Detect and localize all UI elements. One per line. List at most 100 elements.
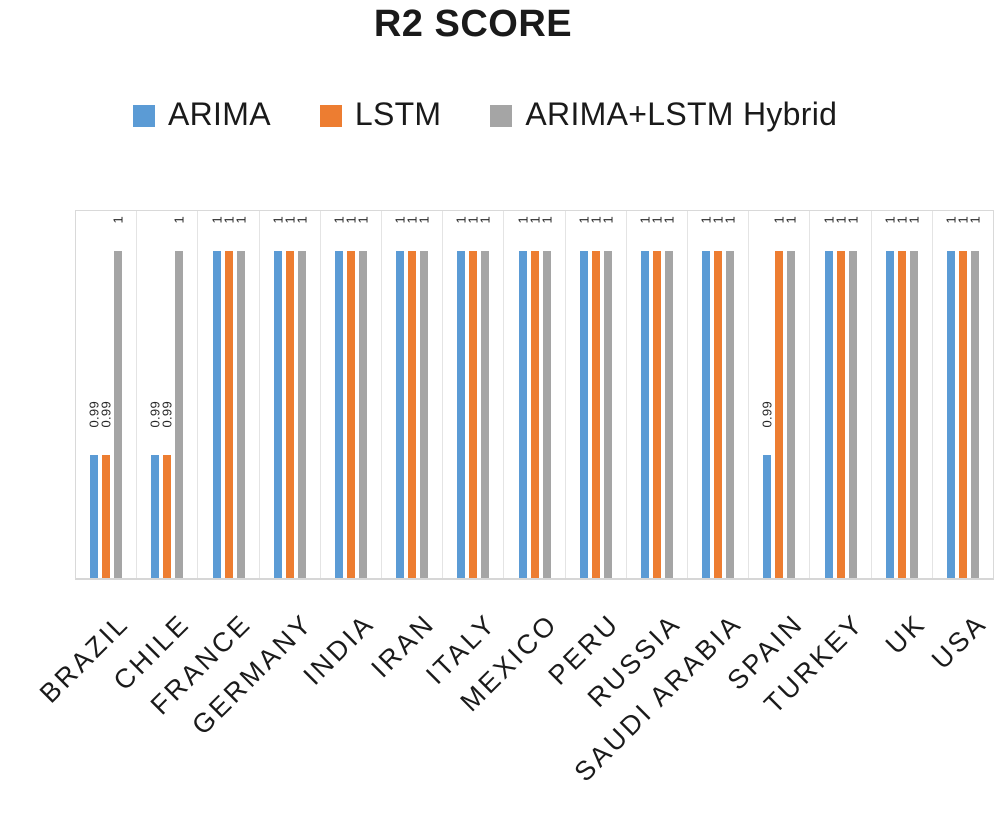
bar-group-cell: 1 <box>294 211 309 578</box>
plot-area: 0.99 0.99 1 0.99 0.99 1 1 1 1 1 1 1 1 1 1 1 1 1 1 1 1 1 1 1 1 1 1 1… <box>75 210 994 580</box>
bar-value-label: 1 <box>906 216 922 224</box>
bar-arima-france <box>212 251 221 578</box>
bar-group-cell: 1 <box>209 211 224 578</box>
bar-lstm-iran <box>408 251 417 578</box>
bar-arima-turkey <box>824 251 833 578</box>
bar-group-cell: 1 <box>466 211 481 578</box>
bar-value-label: 0.99 <box>98 401 114 428</box>
legend-item-arima: ARIMA <box>133 96 271 133</box>
chart-title: R2 SCORE <box>373 3 573 45</box>
bar-value-label: 1 <box>661 216 677 224</box>
bar-group-cell: 1 <box>331 211 346 578</box>
bar-value-label: 1 <box>845 216 861 224</box>
bar-group-cell: 1 <box>906 211 922 578</box>
bar-group-cell: 1 <box>943 211 958 578</box>
bar-arima-italy <box>457 251 466 578</box>
bar-group-cell: 0.99 <box>760 211 775 578</box>
bar-lstm-spain <box>775 251 784 578</box>
bar-group-cell: 1 <box>477 211 493 578</box>
bar-group-cell: 0.99 <box>98 211 114 578</box>
bar-group-cell: 1 <box>527 211 542 578</box>
bar-group-cell: 1 <box>845 211 861 578</box>
category-label-india: INDIA <box>297 608 380 691</box>
bar-group-cell: 1 <box>416 211 432 578</box>
category-label-usa: USA <box>925 608 993 675</box>
bar-value-label: 1 <box>539 216 555 224</box>
bar-arima-russia <box>640 251 649 578</box>
bar-arima-usa <box>946 251 955 578</box>
bar-value-label: 1 <box>171 216 187 224</box>
bar-arima-lstm-hybrid-peru <box>603 251 612 578</box>
bar-group-cell: 0.99 <box>148 211 163 578</box>
bar-group-cell: 1 <box>833 211 848 578</box>
legend-label-hybrid: ARIMA+LSTM Hybrid <box>525 95 838 132</box>
bar-arima-lstm-hybrid-spain <box>787 251 796 578</box>
bar-arima-lstm-hybrid-germany <box>297 251 306 578</box>
bar-value-label: 1 <box>477 216 493 224</box>
bar-value-label: 1 <box>722 216 738 224</box>
category-label-germany: GERMANY <box>186 608 319 741</box>
bar-value-label: 1 <box>416 216 432 224</box>
lstm-swatch-icon <box>319 105 342 127</box>
bar-group-cell: 1 <box>967 211 983 578</box>
bar-group-cell: 1 <box>894 211 909 578</box>
bar-arima-india <box>334 251 343 578</box>
bar-value-label: 1 <box>110 216 126 224</box>
bar-lstm-russia <box>652 251 661 578</box>
bar-arima-lstm-hybrid-iran <box>420 251 429 578</box>
category-group-brazil: 0.99 0.99 1 <box>76 211 138 578</box>
bar-lstm-saudi-arabia <box>714 251 723 578</box>
category-label-italy: ITALY <box>420 608 503 691</box>
bar-group-cell: 1 <box>784 211 799 578</box>
bar-lstm-india <box>346 251 355 578</box>
legend-item-hybrid: ARIMA+LSTM Hybrid <box>490 96 837 133</box>
arima-swatch-icon <box>133 105 155 127</box>
category-label-mexico: MEXICO <box>454 608 564 718</box>
bar-arima-lstm-hybrid-mexico <box>542 251 551 578</box>
legend: ARIMA LSTM ARIMA+LSTM Hybrid <box>133 92 837 136</box>
bar-arima-saudi-arabia <box>702 251 711 578</box>
bar-lstm-chile <box>163 455 172 578</box>
bar-group-cell: 1 <box>405 211 420 578</box>
bar-group-cell: 1 <box>600 211 616 578</box>
bar-lstm-turkey <box>836 251 845 578</box>
bar-value-label: 1 <box>600 216 616 224</box>
legend-label-lstm: LSTM <box>354 95 442 132</box>
bar-group-cell: 1 <box>955 211 970 578</box>
bar-group-cell: 1 <box>882 211 897 578</box>
bar-arima-spain <box>763 455 772 578</box>
bar-group-cell: 0.99 <box>159 211 175 578</box>
bar-arima-mexico <box>518 251 527 578</box>
bar-value-label: 1 <box>967 216 983 224</box>
category-label-saudi-arabia: SAUDI ARABIA <box>568 608 748 788</box>
bar-value-label: 1 <box>355 216 371 224</box>
bar-arima-lstm-hybrid-uk <box>909 251 918 578</box>
bar-arima-lstm-hybrid-usa <box>970 251 979 578</box>
bar-group-cell: 1 <box>393 211 408 578</box>
bar-arima-peru <box>579 251 588 578</box>
bar-lstm-france <box>224 251 233 578</box>
bar-group-cell: 1 <box>282 211 297 578</box>
bar-lstm-mexico <box>530 251 539 578</box>
category-label-iran: IRAN <box>365 608 442 684</box>
hybrid-swatch-icon <box>490 105 513 127</box>
bar-lstm-peru <box>591 251 600 578</box>
bar-arima-lstm-hybrid-chile <box>175 251 184 578</box>
bar-arima-lstm-hybrid-saudi-arabia <box>726 251 735 578</box>
category-label-peru: PERU <box>542 608 625 691</box>
bar-group-cell: 1 <box>221 211 236 578</box>
bar-arima-chile <box>151 455 160 578</box>
bar-lstm-usa <box>958 251 967 578</box>
bar-value-label: 0.99 <box>159 401 175 428</box>
category-label-uk: UK <box>879 608 932 660</box>
